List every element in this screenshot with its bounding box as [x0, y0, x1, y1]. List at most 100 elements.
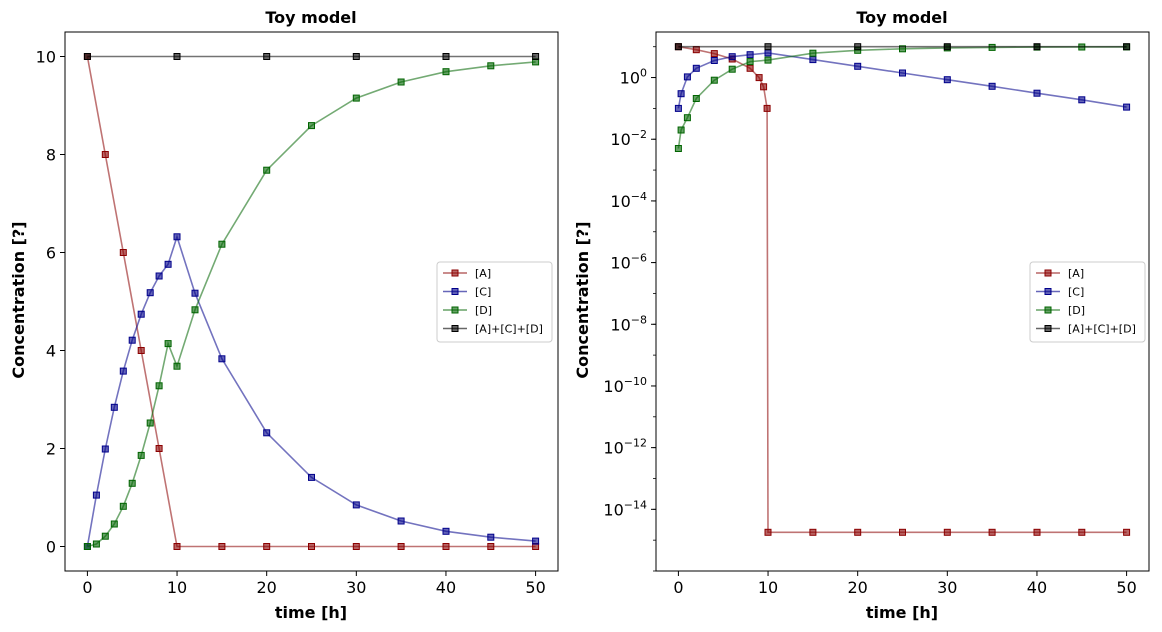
legend-marker-swatch — [1044, 288, 1052, 295]
data-point — [746, 64, 754, 72]
legend-item: [D] — [1036, 304, 1085, 317]
data-point — [83, 53, 91, 60]
y-tick-label: 10−10 — [603, 375, 647, 396]
legend-marker-swatch — [1044, 269, 1052, 277]
left-plot-frame — [64, 31, 559, 572]
legend-label: [D] — [1068, 304, 1085, 317]
data-point — [1033, 528, 1041, 536]
data-point — [308, 543, 315, 550]
data-point — [683, 114, 691, 122]
right-chart-title: Toy model — [856, 8, 947, 27]
legend-item: [C] — [1036, 286, 1084, 299]
data-point — [487, 543, 495, 550]
data-point — [397, 78, 405, 86]
data-point — [119, 367, 127, 375]
data-point — [487, 533, 495, 541]
data-point — [710, 50, 718, 58]
data-point — [692, 95, 700, 102]
data-point — [442, 68, 450, 76]
data-point — [137, 310, 145, 318]
data-point — [1123, 43, 1131, 51]
data-point — [710, 76, 718, 84]
data-point — [308, 122, 315, 130]
data-point — [173, 233, 181, 241]
y-tick-label: 10−2 — [610, 128, 647, 149]
data-point — [155, 382, 163, 390]
data-point — [263, 543, 271, 550]
data-point — [728, 53, 736, 61]
x-tick-label: 30 — [346, 578, 366, 597]
left-plot-panel: Toy model time [h] Concentration [?] 0 10… — [9, 8, 559, 622]
data-point — [263, 166, 271, 174]
data-point — [854, 43, 862, 51]
data-point — [101, 445, 109, 453]
data-point — [1033, 89, 1041, 97]
data-point — [728, 65, 736, 73]
data-point — [146, 419, 154, 427]
data-point — [760, 83, 768, 91]
data-point — [128, 479, 136, 487]
data-point — [101, 151, 109, 158]
left-legend: [A] [C] [D] [A]+[C]+[D] — [436, 261, 553, 343]
y-tick-label: 10−4 — [610, 190, 647, 211]
y-tick-label: 100 — [620, 67, 647, 88]
data-point — [943, 76, 951, 84]
data-point — [173, 53, 181, 60]
data-point — [677, 126, 685, 134]
data-point — [683, 73, 691, 81]
data-point — [263, 429, 271, 437]
data-point — [146, 289, 154, 297]
left-y-axis-label: Concentration [?] — [9, 221, 28, 378]
y-tick-label: 8 — [46, 146, 56, 165]
data-point — [352, 501, 360, 509]
data-point — [397, 543, 405, 550]
legend-label: [A] — [1068, 267, 1084, 280]
data-point — [110, 520, 118, 528]
data-point — [442, 53, 450, 60]
data-point — [442, 543, 450, 550]
y-tick-label: 10 — [36, 48, 56, 67]
series-c — [83, 233, 540, 550]
data-point — [92, 491, 100, 499]
y-tick-label: 2 — [46, 440, 56, 459]
data-point — [1123, 103, 1131, 111]
legend-marker-swatch — [451, 325, 459, 332]
data-point — [988, 82, 996, 90]
x-tick-label: 0 — [673, 578, 683, 597]
data-point — [101, 532, 109, 540]
data-point — [164, 260, 172, 268]
right-plot-panel: Toy model time [h] Concentration [?] 0 10… — [573, 8, 1150, 622]
series-a-c-d — [674, 43, 1131, 51]
data-point — [809, 528, 817, 536]
data-point — [352, 543, 360, 550]
data-point — [692, 64, 700, 72]
data-point — [764, 49, 772, 57]
data-point — [137, 347, 145, 354]
data-point — [764, 528, 772, 536]
data-point — [899, 528, 906, 536]
right-y-axis-label: Concentration [?] — [573, 221, 592, 378]
left-x-axis-label: time [h] — [275, 603, 347, 622]
data-point — [191, 306, 199, 314]
data-point — [119, 502, 127, 510]
y-tick-label: 6 — [46, 244, 56, 263]
data-point — [532, 537, 540, 545]
x-tick-label: 20 — [257, 578, 277, 597]
data-point — [988, 528, 996, 536]
data-point — [218, 355, 226, 363]
y-tick-label: 10−14 — [603, 498, 647, 519]
data-point — [119, 249, 127, 256]
data-point — [487, 62, 495, 70]
x-tick-label: 30 — [937, 578, 957, 597]
y-tick-label: 10−6 — [610, 252, 647, 273]
data-point — [1078, 528, 1086, 536]
data-point — [755, 74, 763, 82]
data-point — [83, 543, 91, 550]
x-tick-label: 0 — [82, 578, 92, 597]
x-tick-label: 50 — [1116, 578, 1136, 597]
legend-label: [C] — [475, 286, 491, 299]
legend-marker-swatch — [1044, 325, 1052, 332]
data-point — [746, 58, 754, 66]
x-tick-label: 10 — [758, 578, 778, 597]
